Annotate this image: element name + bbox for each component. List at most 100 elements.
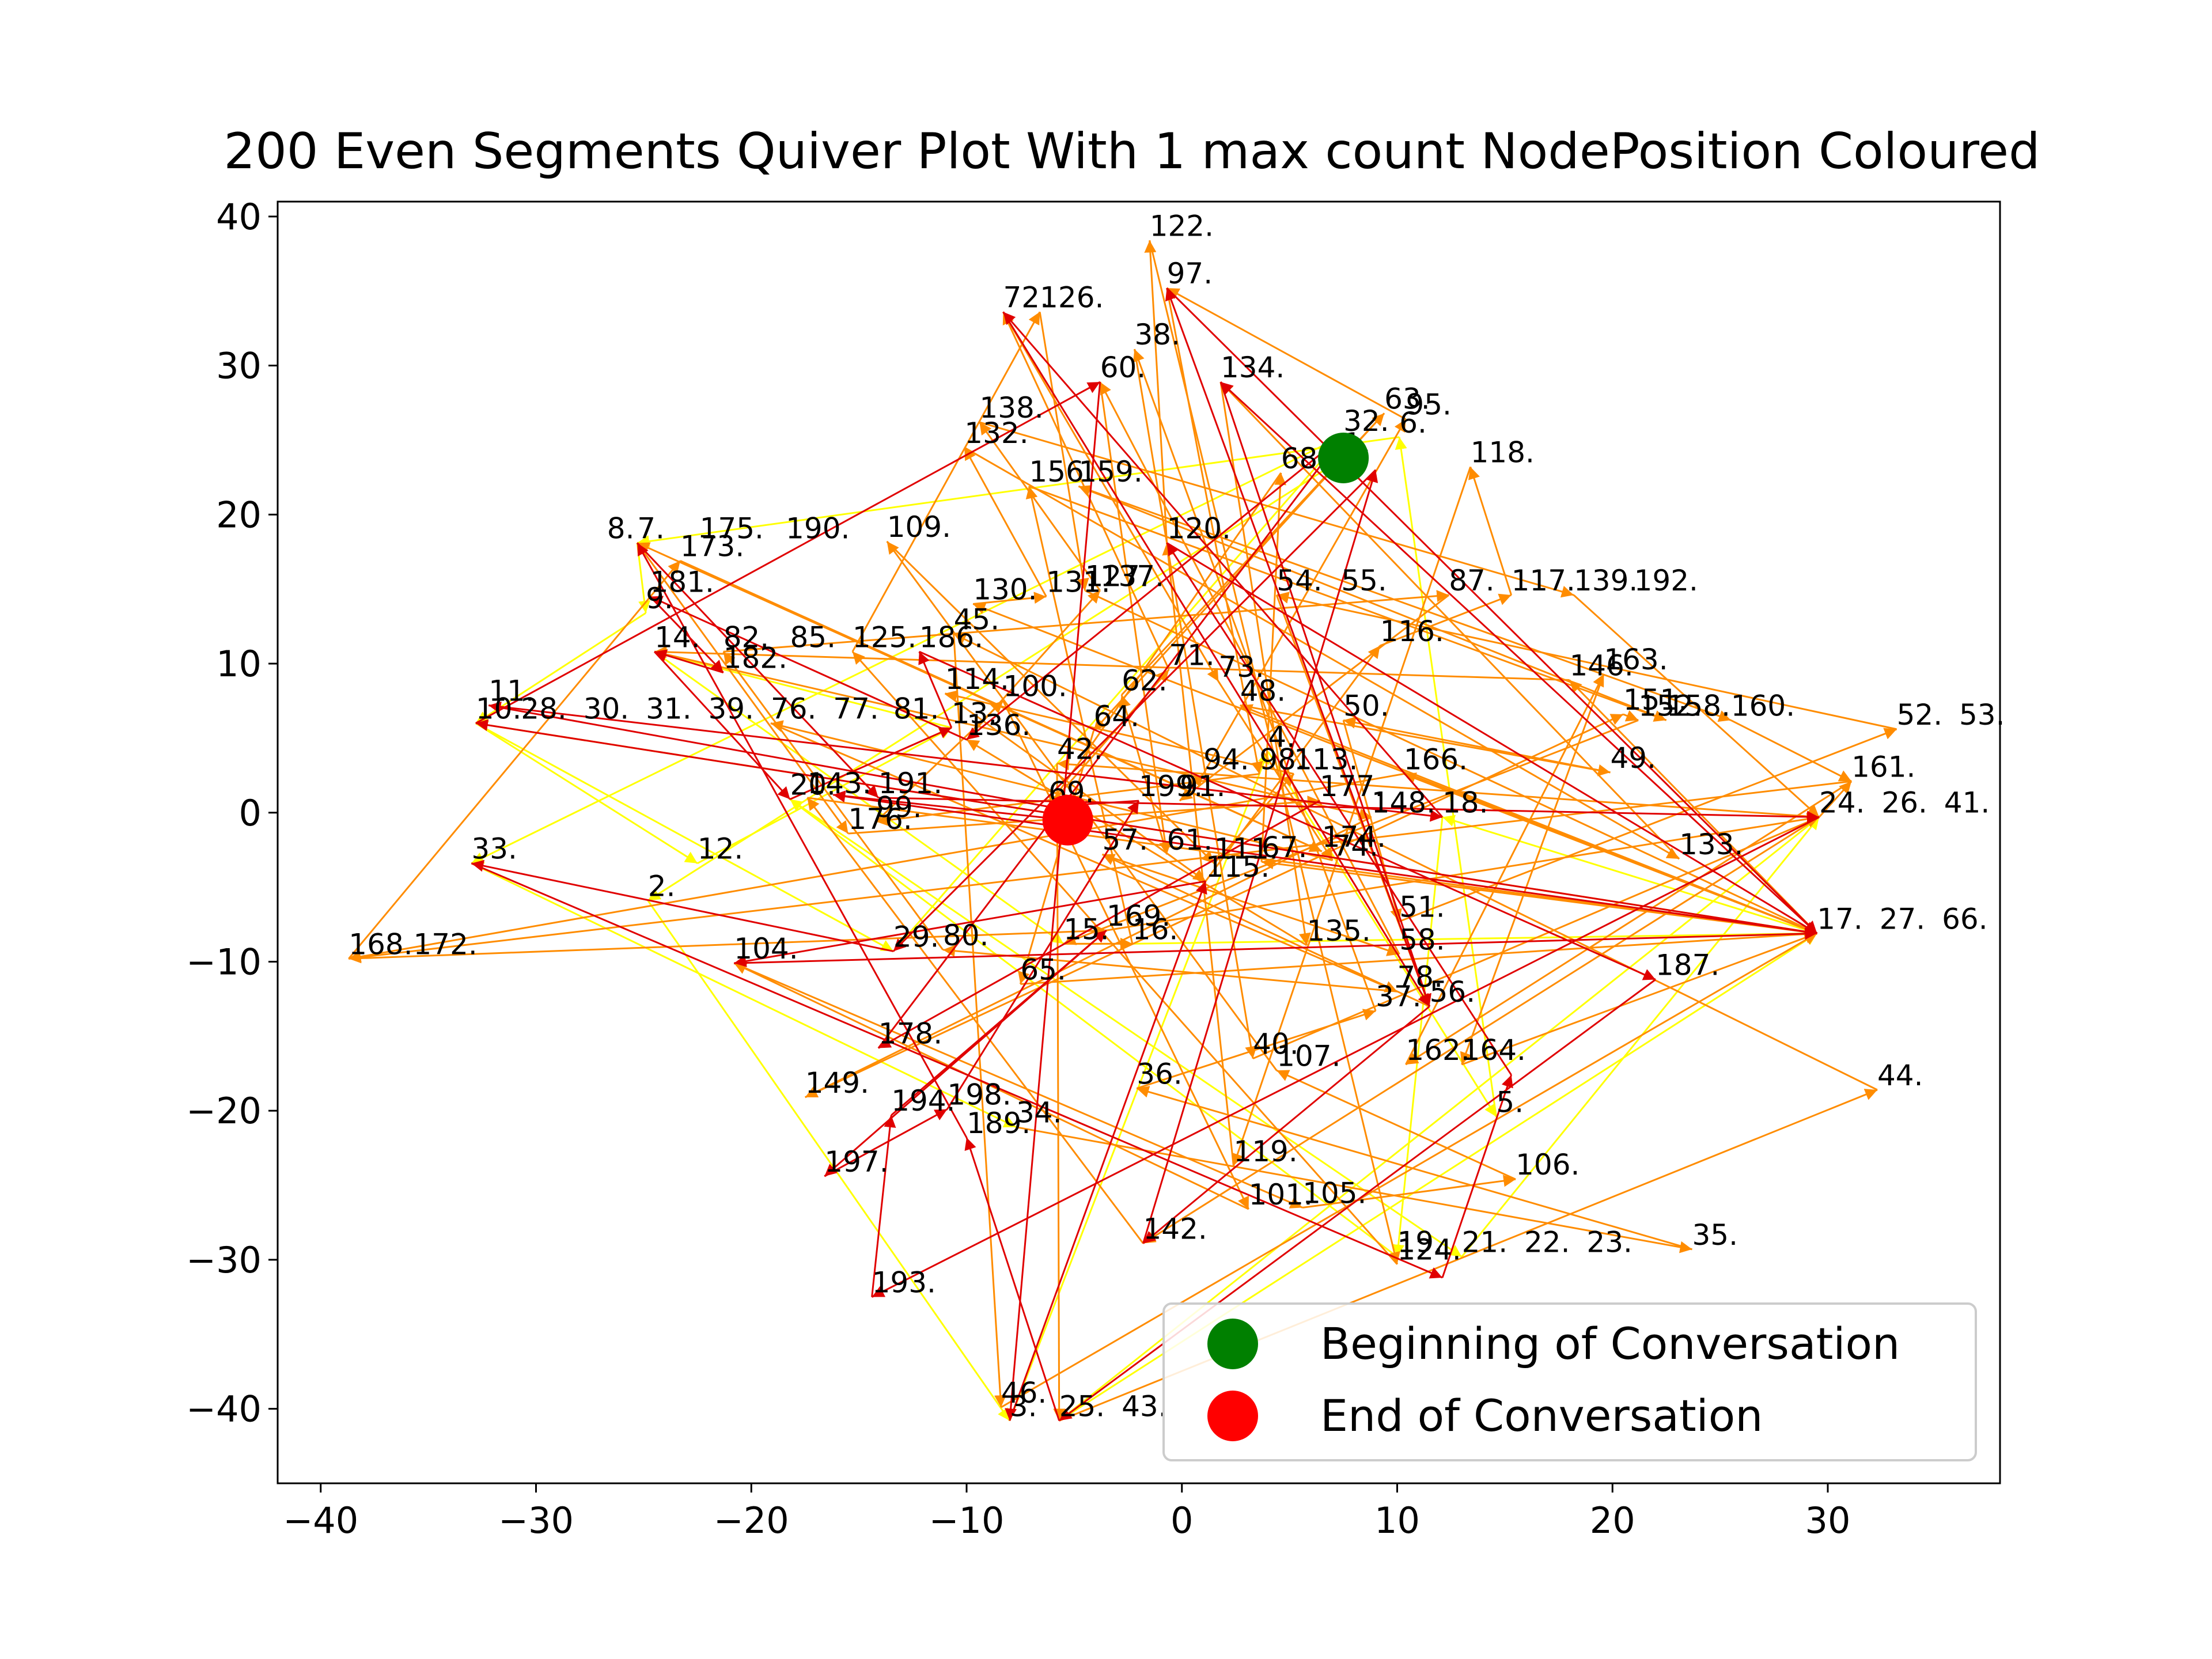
node-label: 143. [807,767,871,800]
y-tick-label: 10 [216,643,262,685]
node-label: 55. [1341,564,1387,597]
node-label: 135. [1307,914,1371,948]
node-label: 60. [1100,351,1146,384]
node-label: 158. [1666,689,1730,722]
node-label: 94. [1203,743,1249,777]
x-tick-label: −20 [714,1499,789,1541]
node-label: 197. [824,1145,888,1179]
quiver-arrow [1167,288,1406,419]
node-label: 168. [349,927,412,961]
node-label: 169. [1107,899,1171,933]
node-label: 95. [1406,388,1452,422]
y-tick-label: −40 [186,1388,262,1430]
quiver-arrow [349,561,680,959]
node-label: 138. [979,391,1043,425]
node-label: 57. [1103,823,1149,857]
node-label: 7. [637,512,665,546]
node-label: 166. [1404,743,1468,777]
node-label: 42. [1057,732,1103,766]
node-label: 41. [1944,786,1990,820]
node-label: 44. [1877,1059,1923,1092]
y-tick-label: 0 [239,792,262,834]
node-label: 54. [1277,564,1323,597]
end-marker [1043,795,1093,846]
node-label: 24. [1819,786,1865,820]
node-label: 66. [1942,902,1988,935]
node-label: 193. [872,1266,936,1300]
node-label: 114. [945,662,1009,696]
node-label: 124. [1397,1233,1461,1267]
node-label: 62. [1122,664,1168,697]
node-label: 126. [1040,281,1104,315]
node-label: 65. [1020,953,1066,986]
node-label: 191. [878,767,942,800]
node-label: 177. [1320,770,1384,803]
y-tick-label: 30 [216,345,262,387]
quiver-arrow [476,724,893,952]
node-label: 36. [1137,1057,1183,1090]
node-label: 23. [1586,1226,1633,1259]
node-label: 17. [1817,902,1863,935]
node-label: 119. [1233,1135,1297,1168]
node-label: 107. [1277,1039,1340,1073]
legend: Beginning of Conversation End of Convers… [1164,1304,1976,1460]
y-tick-label: −20 [186,1090,262,1132]
node-label: 21. [1462,1226,1508,1259]
node-label: 149. [805,1066,869,1100]
legend-begin-label: Beginning of Conversation [1320,1318,1900,1369]
legend-begin-marker [1207,1319,1258,1369]
node-label: 122. [1150,209,1214,243]
node-label: 164. [1462,1033,1526,1067]
node-label: 109. [887,510,951,544]
node-label: 46. [1001,1376,1047,1410]
node-label: 78. [1397,960,1444,994]
node-label: 8. [607,512,635,546]
y-tick-label: −30 [186,1239,262,1281]
x-tick-label: 20 [1590,1499,1635,1541]
node-label: 181. [650,566,714,599]
node-label: 175. [700,512,764,546]
beginning-marker [1318,433,1369,483]
x-tick-label: 0 [1171,1499,1193,1541]
node-label: 26. [1881,786,1927,820]
node-label: 97. [1167,257,1213,290]
y-tick-label: 20 [216,494,262,536]
node-label: 134. [1221,351,1285,384]
node-label: 52. [1897,698,1943,732]
node-label: 5. [1496,1086,1524,1119]
node-label: 137. [1100,559,1164,593]
node-label: 136. [967,709,1031,742]
y-tick-label: −10 [186,941,262,983]
node-label: 51. [1399,891,1445,924]
node-label: 33. [471,832,517,866]
node-label: 87. [1449,564,1495,597]
node-label: 178. [878,1017,942,1051]
node-label: 186. [919,620,983,654]
node-label: 142. [1143,1213,1207,1246]
node-label: 172. [414,927,478,961]
node-label: 50. [1343,689,1389,722]
node-label: 64. [1094,700,1140,733]
node-label: 115. [1206,850,1270,884]
node-label: 105. [1302,1176,1366,1210]
node-label: 120. [1167,512,1231,546]
node-label: 43. [1122,1389,1168,1423]
quiver-arrow [1731,720,1851,781]
node-label: 53. [1959,698,2005,732]
node-label: 187. [1656,949,1719,982]
node-label: 163. [1604,643,1668,676]
node-label: 160. [1731,689,1795,722]
node-label: 38. [1135,318,1181,351]
x-tick-label: 30 [1805,1499,1851,1541]
node-label: 198. [947,1078,1011,1112]
node-label: 194. [891,1084,955,1118]
node-label: 125. [853,620,916,654]
node-label: 85. [790,620,836,654]
node-label: 2. [648,869,676,903]
node-label: 58. [1399,923,1445,957]
node-label: 12. [698,832,744,866]
y-axis: −40 −30 −20 −10 0 10 20 30 40 [186,196,278,1430]
node-label: 73. [1218,650,1264,684]
node-label: 15. [1063,912,1109,946]
